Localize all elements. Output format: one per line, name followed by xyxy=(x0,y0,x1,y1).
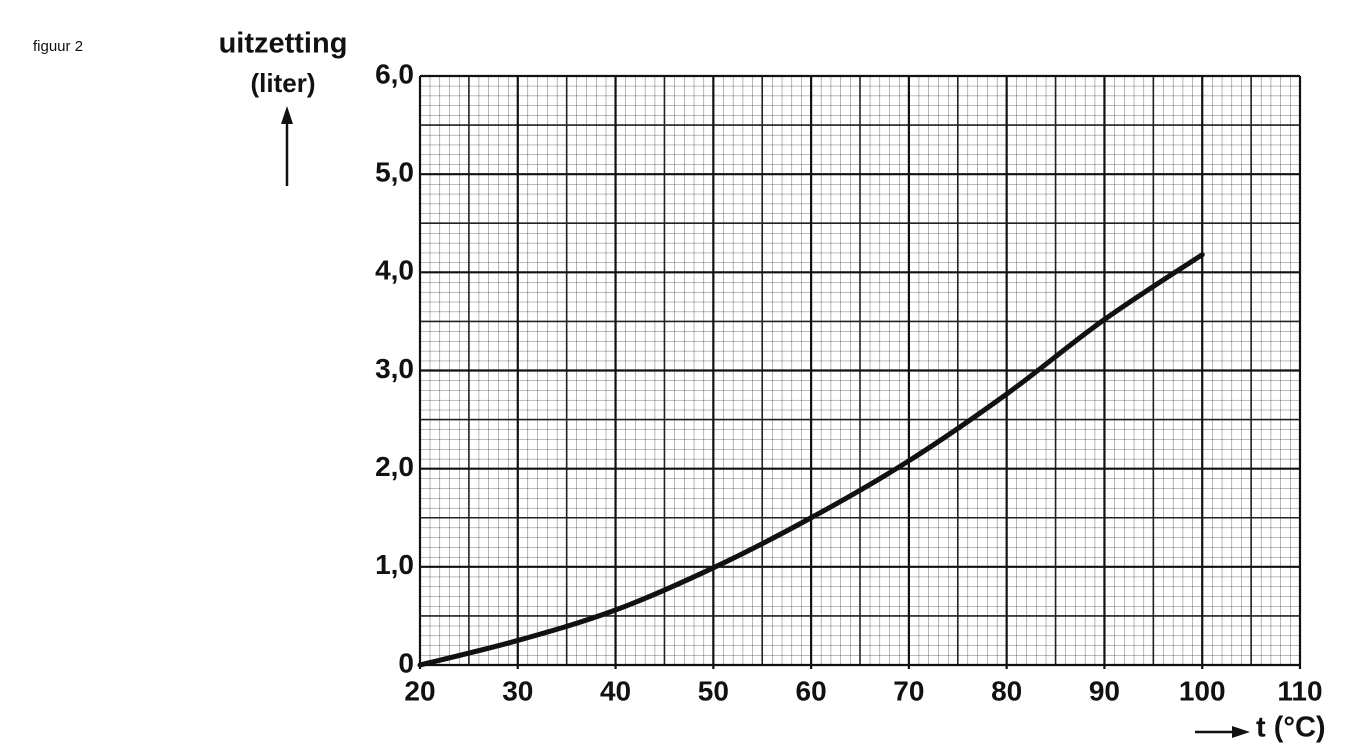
y-tick-label: 3,0 xyxy=(375,353,414,384)
x-tick-label: 70 xyxy=(893,675,924,706)
y-arrow xyxy=(281,106,293,186)
y-axis-label: uitzetting xyxy=(219,28,348,60)
curve xyxy=(417,252,1205,668)
x-arrow xyxy=(1195,726,1250,738)
y-axis-unit: (liter) xyxy=(251,68,316,98)
y-tick-label: 4,0 xyxy=(375,255,414,286)
x-axis-label: t (°C) xyxy=(1256,712,1326,744)
x-tick-label: 60 xyxy=(796,675,827,706)
x-tick-label: 90 xyxy=(1089,675,1120,706)
figure-label: figuur 2 xyxy=(33,38,83,55)
x-tick-label: 80 xyxy=(991,675,1022,706)
y-tick-label: 1,0 xyxy=(375,549,414,580)
x-tick-label: 20 xyxy=(404,675,435,706)
y-tick-label: 0 xyxy=(398,647,414,678)
x-tick-label: 110 xyxy=(1277,675,1322,706)
x-tick-label: 100 xyxy=(1179,675,1226,706)
y-tick-label: 5,0 xyxy=(375,157,414,188)
x-tick-label: 30 xyxy=(502,675,533,706)
x-tick-label: 50 xyxy=(698,675,729,706)
y-tick-label: 2,0 xyxy=(375,451,414,482)
y-tick-label: 6,0 xyxy=(375,58,414,89)
x-tick-label: 40 xyxy=(600,675,631,706)
